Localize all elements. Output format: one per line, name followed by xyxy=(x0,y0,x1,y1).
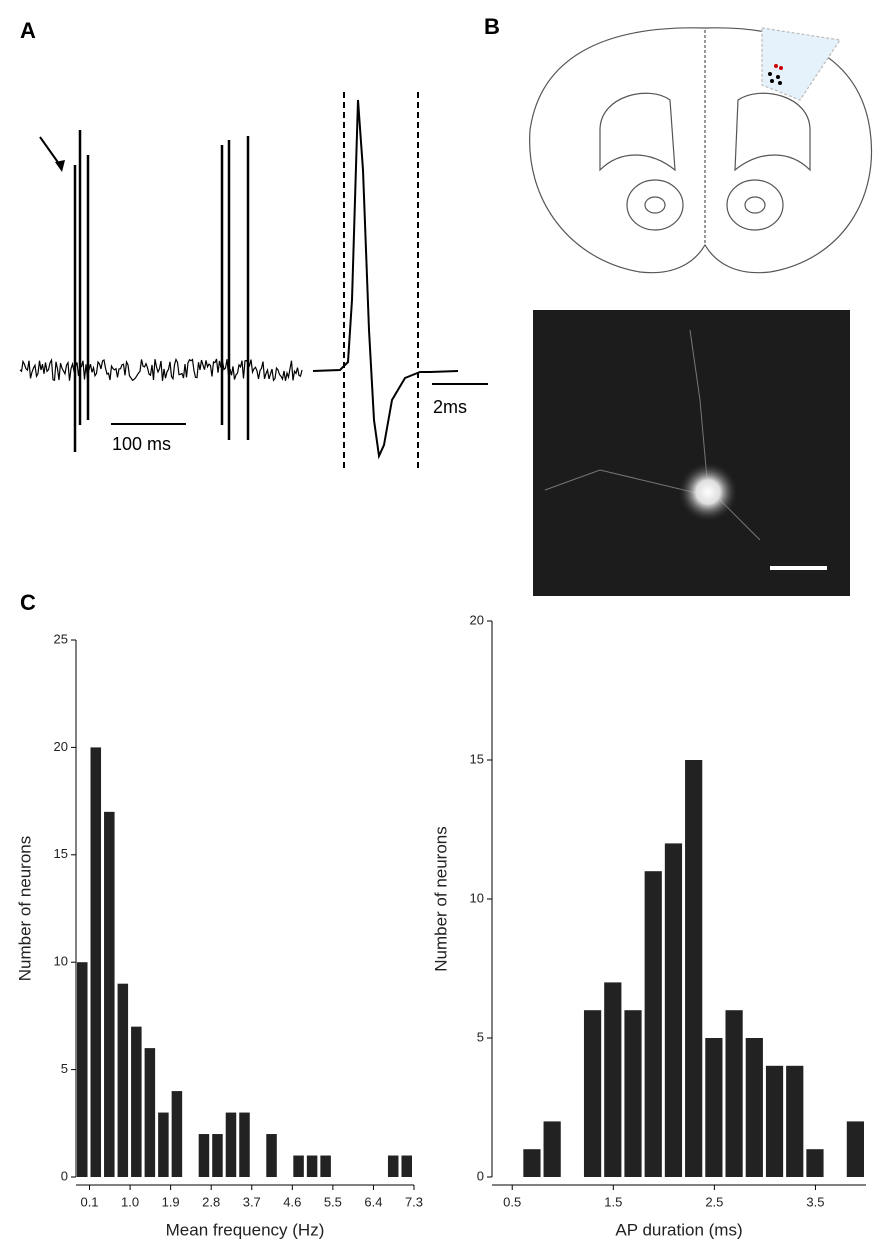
bar xyxy=(664,843,683,1177)
brain-atlas xyxy=(529,27,872,274)
bar xyxy=(725,1010,743,1177)
bar xyxy=(644,871,662,1177)
x-axis-label: Mean frequency (Hz) xyxy=(166,1220,325,1239)
bar xyxy=(846,1121,864,1177)
y-axis-label: Number of neurons xyxy=(431,826,450,972)
bar xyxy=(745,1038,763,1177)
y-tick-label: 20 xyxy=(54,739,68,754)
x-tick-label: 3.7 xyxy=(243,1194,261,1209)
bar xyxy=(212,1134,223,1177)
micrograph xyxy=(533,310,850,596)
y-tick-label: 10 xyxy=(54,954,68,969)
y-tick-label: 15 xyxy=(54,846,68,861)
bar xyxy=(144,1048,156,1177)
bar xyxy=(543,1121,561,1177)
bar xyxy=(104,811,115,1177)
bar xyxy=(77,962,88,1177)
bar xyxy=(239,1112,250,1177)
bar xyxy=(786,1065,804,1177)
bar xyxy=(117,983,129,1177)
bar xyxy=(198,1134,210,1177)
bar xyxy=(225,1112,237,1177)
x-tick-label: 4.6 xyxy=(283,1194,301,1209)
recording-sites xyxy=(768,64,783,85)
bar xyxy=(266,1134,277,1177)
y-tick-label: 10 xyxy=(470,890,484,905)
bar xyxy=(320,1155,331,1177)
scale-label: 2ms xyxy=(433,397,467,417)
y-tick-label: 0 xyxy=(477,1168,484,1183)
panel-label: C xyxy=(20,590,36,615)
bar xyxy=(523,1149,541,1177)
x-tick-label: 7.3 xyxy=(405,1194,423,1209)
bar xyxy=(583,1010,602,1177)
bar xyxy=(806,1149,824,1177)
bar xyxy=(624,1010,642,1177)
x-tick-label: 6.4 xyxy=(364,1194,382,1209)
scale-label: 100 ms xyxy=(112,434,171,454)
voltage-trace xyxy=(19,130,303,452)
y-tick-label: 5 xyxy=(61,1061,68,1076)
spike-waveform xyxy=(312,99,459,460)
y-tick-label: 5 xyxy=(477,1029,484,1044)
x-tick-label: 5.5 xyxy=(324,1194,342,1209)
bar xyxy=(765,1065,784,1177)
bar xyxy=(387,1155,399,1177)
y-tick-label: 25 xyxy=(54,631,68,646)
bar xyxy=(705,1038,723,1177)
x-axis-label: AP duration (ms) xyxy=(615,1220,742,1239)
bar xyxy=(685,760,703,1177)
x-tick-label: 2.8 xyxy=(202,1194,220,1209)
bar xyxy=(158,1112,169,1177)
x-tick-label: 1.5 xyxy=(604,1194,622,1209)
bar xyxy=(90,747,102,1177)
y-tick-label: 15 xyxy=(470,751,484,766)
neuron-soma xyxy=(678,462,738,522)
noise xyxy=(19,357,303,382)
y-tick-label: 0 xyxy=(61,1168,68,1183)
bar xyxy=(131,1026,142,1177)
x-tick-label: 3.5 xyxy=(806,1194,824,1209)
arrow-head xyxy=(55,160,65,172)
x-tick-label: 1.9 xyxy=(162,1194,180,1209)
panel-label: A xyxy=(20,18,36,43)
x-tick-label: 1.0 xyxy=(121,1194,139,1209)
panel-label: B xyxy=(484,14,500,39)
bar xyxy=(171,1091,183,1177)
bar xyxy=(293,1155,304,1177)
x-tick-label: 0.5 xyxy=(503,1194,521,1209)
x-tick-label: 0.1 xyxy=(80,1194,98,1209)
bar xyxy=(604,982,622,1177)
x-tick-label: 2.5 xyxy=(705,1194,723,1209)
bar xyxy=(306,1155,318,1177)
y-axis-label: Number of neurons xyxy=(15,836,34,982)
histograms: 0 5 10 15 20 25 0.1 1.0 1.9 2.8 3.7 4.6 5.5 6.4 7.3 Mea… xyxy=(15,612,866,1239)
bar xyxy=(401,1155,412,1177)
y-tick-label: 20 xyxy=(470,612,484,627)
